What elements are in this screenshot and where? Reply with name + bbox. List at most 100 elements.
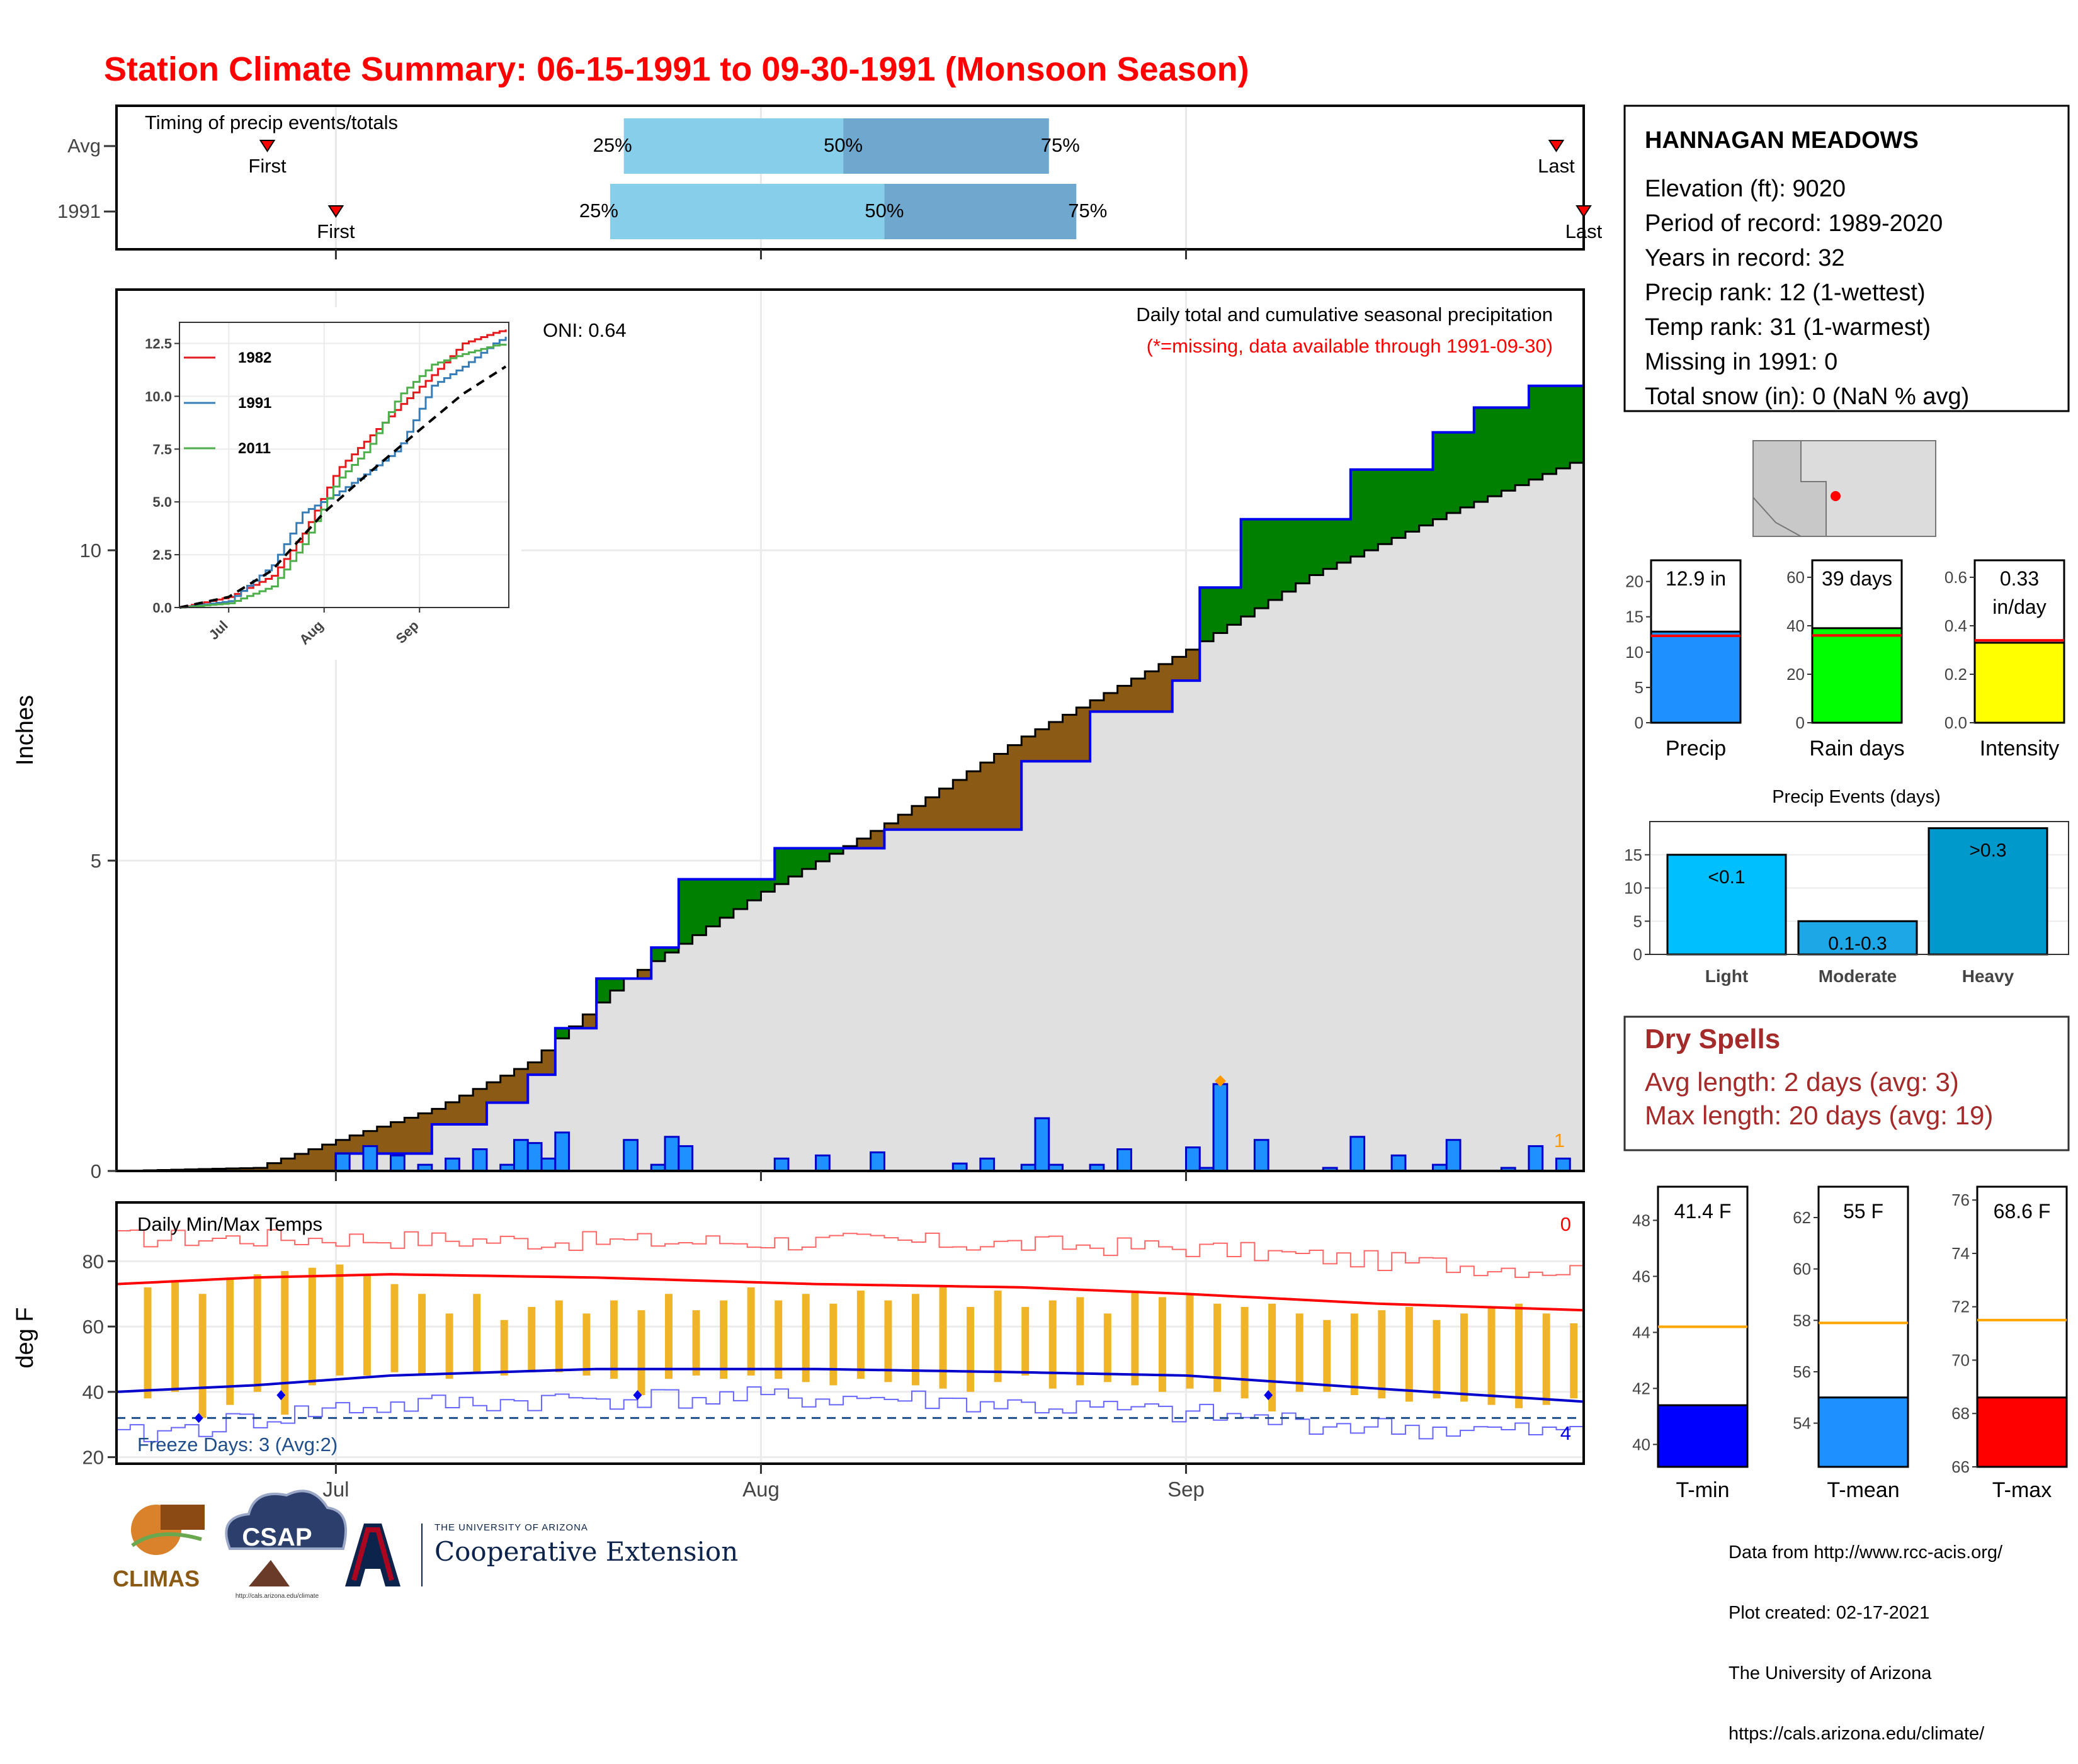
daily-temp-range-bar [802, 1294, 810, 1382]
freeze-day-marker [276, 1390, 286, 1401]
daily-temp-range-bar [281, 1270, 289, 1415]
daily-precip-bar [1185, 1146, 1201, 1172]
summary-value: 39 days [1822, 567, 1892, 590]
y-tick-label: 20 [82, 1447, 104, 1469]
summary-bar [1650, 630, 1742, 724]
legend-label: 1991 [238, 395, 271, 412]
daily-temp-range-bar [1186, 1294, 1194, 1389]
daily-precip-bar [390, 1154, 406, 1172]
x-tick-label: Sep [1167, 1478, 1205, 1501]
summary-value: 12.9 in [1666, 567, 1726, 590]
cumulative-overlap-fill [116, 457, 1584, 1171]
daily-temp-range-bar [582, 1313, 591, 1376]
daily-temp-range-bar [363, 1274, 371, 1376]
precip-events-y-tick: 15 [1624, 845, 1642, 864]
daily-temp-range-bar [1213, 1303, 1222, 1392]
temp-bar [1817, 1396, 1909, 1468]
quartile-bar-upper [884, 184, 1077, 239]
temp-y-tick: 54 [1793, 1414, 1811, 1433]
x-tick-label: Jul [322, 1478, 349, 1501]
daily-temp-range-bar [911, 1294, 919, 1386]
daily-temp-range-bar [747, 1287, 755, 1376]
daily-temp-range-bar [1405, 1307, 1413, 1402]
daily-temp-range-bar [884, 1300, 892, 1382]
first-marker [327, 205, 344, 218]
daily-precip-bar [472, 1148, 488, 1172]
daily-temp-range-bar [1076, 1297, 1084, 1386]
dry-spells-box [1623, 1015, 2070, 1151]
daily-precip-bar [540, 1157, 557, 1172]
station-info-box [1623, 105, 2070, 412]
daily-precip-bar [979, 1157, 996, 1172]
csap-mountain-icon [249, 1560, 290, 1586]
precip-event-bar [1928, 827, 2048, 956]
daily-precip-bar [664, 1136, 680, 1172]
daily-temp-range-bar [1323, 1320, 1331, 1392]
right-side-panels: HANNAGAN MEADOWS Elevation (ft): 9020 Peri… [1623, 105, 2070, 1502]
daily-temp-range-bar [1350, 1313, 1358, 1396]
daily-temp-range-bar [144, 1287, 152, 1399]
precip-event-bar [1666, 854, 1787, 956]
summary-y-tick: 60 [1786, 568, 1805, 587]
temp-value: 68.6 F [1994, 1200, 2051, 1223]
daily-precip-bar [513, 1139, 529, 1172]
daily-temp-range-bar [637, 1310, 645, 1396]
q50-label: 50% [865, 200, 904, 222]
daily-temp-range-bar [939, 1287, 947, 1389]
summary-label: Rain days [1809, 737, 1904, 760]
csap-cloud-icon [225, 1490, 348, 1550]
precip-event-category: Heavy [1962, 966, 2014, 986]
daily-temp-range-bar [528, 1307, 536, 1372]
corner-count: 1 [1554, 1129, 1565, 1151]
timing-panel: Timing of precip events/totals Avg 25% 50%… [57, 105, 1603, 259]
temp-y-tick: 48 [1632, 1211, 1650, 1230]
inset-y-tick: 12.5 [145, 336, 172, 352]
daily-precip-bar [445, 1157, 460, 1172]
station-info-line: Years in record: 32 [1645, 245, 1845, 271]
summary-y-tick: 0.4 [1945, 616, 1967, 635]
freeze-day-marker [194, 1413, 203, 1423]
daily-temp-range-bar [665, 1294, 673, 1379]
daily-precip-bar [1253, 1139, 1269, 1172]
temp-y-tick: 76 [1951, 1190, 1970, 1209]
logos: CLIMAS CSAP http://cals.arizona.edu/climat… [113, 1490, 423, 1600]
daily-precip-bar [773, 1157, 790, 1172]
inset-series-1982 [179, 329, 507, 609]
daily-temp-range-bar [1241, 1307, 1249, 1399]
daily-temp-range-bar [445, 1313, 453, 1379]
summary-y-tick: 5 [1635, 678, 1644, 697]
q25-label: 25% [579, 200, 618, 222]
temp-y-tick: 72 [1951, 1298, 1970, 1316]
temp-title: Daily Min/Max Temps [137, 1213, 322, 1235]
footer-line: https://cals.arizona.edu/climate/ [1729, 1724, 1985, 1744]
temp-y-tick: 58 [1793, 1311, 1811, 1330]
max-daily-marker [1214, 1075, 1226, 1087]
temp-y-tick: 70 [1951, 1350, 1970, 1369]
daily-temp-range-bar [418, 1294, 426, 1376]
daily-precip-bar [362, 1145, 378, 1172]
daily-precip-bar [623, 1139, 639, 1172]
last-marker-label: Last [1565, 220, 1603, 242]
first-marker-label: First [248, 155, 287, 177]
q75-label: 75% [1041, 134, 1080, 156]
temp-bar [1657, 1404, 1749, 1468]
temp-value: 41.4 F [1674, 1200, 1732, 1223]
temp-y-tick: 46 [1632, 1267, 1650, 1286]
temp-y-tick: 68 [1951, 1404, 1970, 1423]
footer-line: Plot created: 02-17-2021 [1729, 1603, 1930, 1623]
missing-note: (*=missing, data available through 1991-… [1147, 335, 1553, 357]
inset-y-tick: 5.0 [152, 494, 172, 510]
inset-y-tick: 7.5 [152, 441, 172, 457]
daily-precip-bar [554, 1131, 571, 1172]
y-tick-label: 40 [82, 1381, 104, 1403]
station-info-line: Total snow (in): 0 (NaN % avg) [1645, 383, 1969, 410]
freeze-days-text: Freeze Days: 3 (Avg:2) [137, 1433, 338, 1456]
freeze-day-marker [1264, 1390, 1273, 1401]
top-count: 0 [1560, 1213, 1571, 1235]
precip-panel: 0 5 10 Inches ONI: 0.64 Daily total and cumul… [12, 288, 1585, 1182]
station-info-line: Period of record: 1989-2020 [1645, 210, 1943, 237]
x-tick-label: Aug [742, 1478, 780, 1501]
daily-temp-range-bar [1542, 1313, 1550, 1405]
inset-series-2011 [179, 344, 507, 609]
